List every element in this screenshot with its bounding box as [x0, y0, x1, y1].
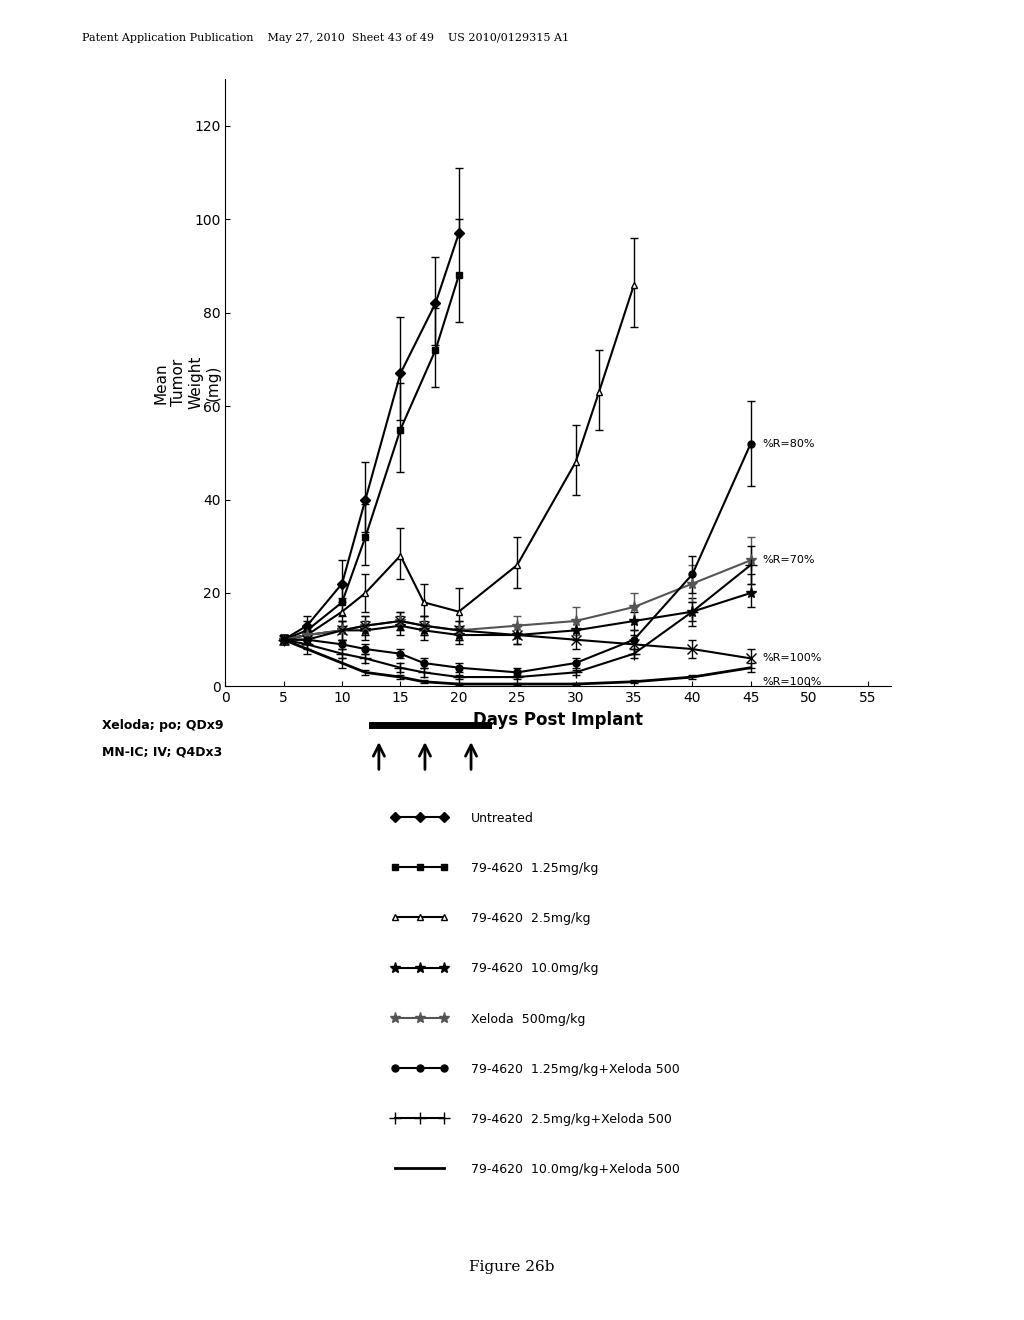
Text: Untreated: Untreated	[471, 812, 534, 825]
Text: 79-4620  10.0mg/kg: 79-4620 10.0mg/kg	[471, 962, 599, 975]
Text: 79-4620  1.25mg/kg+Xeloda 500: 79-4620 1.25mg/kg+Xeloda 500	[471, 1063, 680, 1076]
Text: MN-IC; IV; Q4Dx3: MN-IC; IV; Q4Dx3	[102, 746, 222, 759]
Text: Xeloda; po; QDx9: Xeloda; po; QDx9	[102, 719, 224, 733]
Text: 79-4620  10.0mg/kg+Xeloda 500: 79-4620 10.0mg/kg+Xeloda 500	[471, 1163, 680, 1176]
Text: Figure 26b: Figure 26b	[469, 1261, 555, 1274]
Text: %R=100%: %R=100%	[763, 677, 822, 686]
Text: 79-4620  2.5mg/kg+Xeloda 500: 79-4620 2.5mg/kg+Xeloda 500	[471, 1113, 672, 1126]
Text: %R=70%: %R=70%	[763, 556, 815, 565]
Text: 79-4620  1.25mg/kg: 79-4620 1.25mg/kg	[471, 862, 598, 875]
Y-axis label: Mean
Tumor
Weight
(mg): Mean Tumor Weight (mg)	[154, 356, 221, 409]
Text: %R=100%: %R=100%	[763, 653, 822, 664]
Text: Patent Application Publication    May 27, 2010  Sheet 43 of 49    US 2010/012931: Patent Application Publication May 27, 2…	[82, 33, 569, 44]
X-axis label: Days Post Implant: Days Post Implant	[473, 710, 643, 729]
Text: Xeloda  500mg/kg: Xeloda 500mg/kg	[471, 1012, 586, 1026]
Text: %R=80%: %R=80%	[763, 438, 815, 449]
Text: 79-4620  2.5mg/kg: 79-4620 2.5mg/kg	[471, 912, 591, 925]
